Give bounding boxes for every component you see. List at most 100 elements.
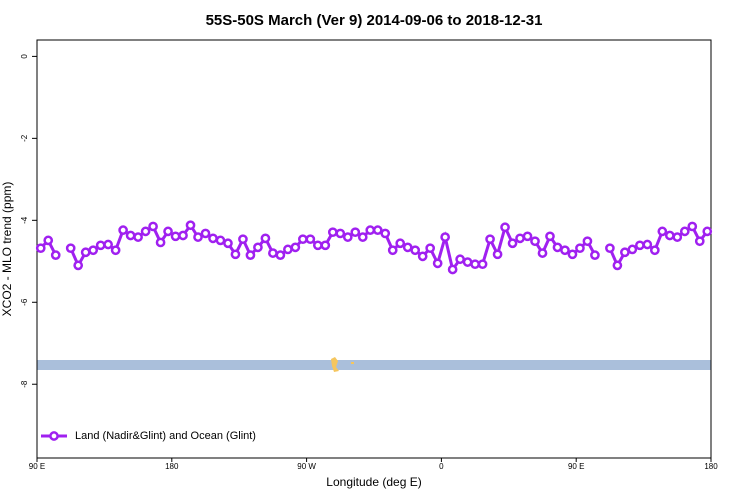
data-point [560, 245, 570, 256]
data-point [200, 228, 211, 239]
data-point [470, 259, 480, 270]
data-point [649, 245, 660, 256]
data-point [148, 221, 158, 232]
y-tick-label: -8 [20, 380, 29, 388]
data-point [410, 245, 421, 256]
data-point [230, 249, 241, 260]
x-tick-label: 90 W [297, 462, 316, 471]
data-point [642, 239, 653, 250]
data-point [672, 232, 683, 242]
data-point [245, 250, 256, 260]
data-point [103, 239, 113, 250]
data-point [485, 234, 495, 245]
data-point [327, 227, 338, 238]
data-point [253, 242, 263, 253]
data-point [679, 226, 690, 237]
y-tick-label: -2 [20, 134, 29, 142]
data-point [552, 242, 563, 253]
data-point [275, 250, 286, 260]
data-point [582, 236, 593, 247]
data-point [477, 259, 488, 270]
data-point [620, 247, 630, 258]
data-point [567, 249, 578, 260]
data-point [320, 240, 331, 251]
data-point [515, 233, 525, 244]
data-point [185, 220, 196, 231]
data-point [447, 264, 458, 275]
data-point [95, 240, 106, 251]
data-point [657, 226, 668, 237]
data-point [223, 238, 233, 249]
data-point [88, 245, 99, 256]
data-point [432, 258, 443, 269]
data-point [627, 244, 638, 255]
x-tick-label: 90 E [29, 462, 45, 471]
data-point [125, 230, 136, 241]
legend-label: Land (Nadir&Glint) and Ocean (Glint) [75, 430, 256, 442]
data-point [425, 243, 436, 254]
data-point [500, 222, 510, 233]
data-point [530, 236, 540, 247]
data-point [290, 242, 301, 253]
data-point [73, 260, 84, 271]
data-point [298, 234, 308, 245]
data-point [537, 248, 548, 258]
y-axis-label: XCO2 - MLO trend (ppm) [0, 182, 14, 317]
data-point [118, 225, 128, 235]
data-point [35, 243, 46, 254]
x-tick-label: 90 E [568, 462, 584, 471]
data-point [387, 245, 398, 256]
data-point [110, 245, 121, 256]
data-point [365, 225, 376, 235]
data-point [492, 249, 503, 260]
data-point [417, 251, 428, 262]
data-point [545, 231, 555, 242]
legend-marker [49, 431, 59, 441]
data-point [380, 228, 391, 239]
data-point [612, 260, 623, 271]
data-point [193, 232, 203, 242]
land-ocean-strip [37, 360, 711, 370]
data-point [694, 236, 705, 247]
data-point [178, 230, 188, 241]
data-point [155, 237, 166, 248]
data-point [605, 243, 615, 254]
data-point [357, 232, 368, 242]
data-point [635, 240, 645, 251]
data-point [395, 238, 406, 249]
land-patch [351, 362, 354, 364]
x-tick-label: 0 [439, 462, 444, 471]
data-point [507, 238, 518, 249]
data-point [305, 234, 316, 245]
data-point [268, 248, 278, 258]
data-point [522, 231, 533, 242]
chart-title: 55S-50S March (Ver 9) 2014-09-06 to 2018… [206, 12, 543, 29]
data-point [402, 242, 413, 253]
data-point [133, 232, 143, 242]
data-point [590, 250, 600, 260]
data-point [215, 235, 226, 246]
x-tick-label: 180 [704, 462, 718, 471]
data-point [260, 233, 271, 244]
x-axis-label: Longitude (deg E) [326, 475, 421, 489]
data-point [170, 231, 181, 242]
data-point [575, 243, 585, 254]
land-patch [331, 357, 339, 372]
data-point [80, 247, 91, 258]
data-point [163, 226, 173, 237]
data-point [283, 244, 293, 255]
y-tick-label: 0 [20, 54, 29, 59]
data-point [455, 254, 465, 265]
data-point [342, 232, 353, 242]
x-tick-label: 180 [165, 462, 179, 471]
data-point [140, 226, 151, 237]
data-point [335, 228, 346, 239]
data-point [43, 235, 54, 246]
data-point [350, 227, 361, 238]
data-point [462, 257, 473, 267]
data-point [50, 250, 61, 260]
y-tick-label: -6 [20, 298, 29, 306]
y-tick-label: -4 [20, 216, 29, 224]
data-point [702, 226, 713, 237]
